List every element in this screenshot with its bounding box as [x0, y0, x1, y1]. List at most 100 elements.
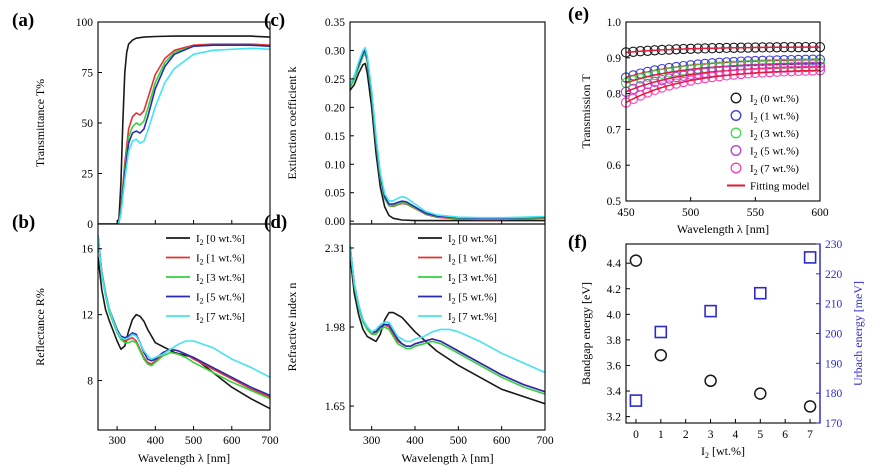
y-tick-label: 50	[82, 118, 94, 130]
y-tick-label: 1.98	[325, 322, 345, 334]
y-axis-label: Bandgap energy [eV]	[579, 282, 593, 385]
data-point	[642, 78, 653, 90]
x-tick-label: 7	[807, 429, 813, 441]
y-tick-label: 75	[82, 68, 94, 80]
data-point	[628, 75, 639, 86]
y-axis-label: Transmission T	[579, 74, 593, 149]
data-point	[635, 90, 646, 101]
panel-label: (e)	[568, 4, 589, 25]
y-tick-label: 0.10	[325, 159, 345, 171]
x-tick-label: 400	[147, 435, 165, 447]
series-line-c4	[98, 235, 270, 379]
x-axis-label: Wavelength λ [nm]	[677, 222, 769, 236]
right-axis-label: Urbach energy [meV]	[851, 281, 865, 386]
legend-entry: I2 (5 wt.%)	[750, 146, 799, 160]
y-tick-label: 1.65	[325, 401, 345, 413]
bandgap-point	[654, 348, 668, 362]
y-tick-label: 0.30	[325, 45, 345, 57]
x-tick-label: 500	[682, 207, 700, 219]
data-point	[649, 84, 660, 96]
data-point	[671, 71, 682, 83]
x-tick-label: 6	[782, 429, 788, 441]
data-point	[656, 82, 668, 93]
x-tick-label: 0	[633, 429, 639, 441]
x-tick-label: 400	[406, 435, 424, 447]
urbach-point	[654, 325, 668, 339]
right-tick-label: 210	[825, 299, 843, 311]
right-tick-label: 200	[825, 329, 843, 341]
x-tick-label: 600	[223, 435, 241, 447]
fit-line	[625, 66, 820, 93]
right-tick-label: 180	[825, 388, 843, 400]
y-tick-label: 3.8	[607, 335, 622, 347]
y-tick-label: 8	[87, 376, 93, 388]
x-tick-label: 700	[536, 435, 554, 447]
data-point	[635, 73, 646, 84]
y-tick-label: 12	[82, 310, 94, 322]
y-tick-label: 0.00	[325, 216, 345, 228]
y-tick-label: 16	[82, 244, 94, 256]
panel-label: (f)	[568, 232, 587, 253]
legend-entry: I2 [3 wt.%]	[196, 272, 245, 286]
x-tick-label: 1	[658, 429, 664, 441]
series-line-c4	[350, 245, 545, 374]
series-line-c4	[350, 46, 545, 219]
legend-entry: I2 (3 wt.%)	[750, 128, 799, 142]
legend-marker	[730, 145, 742, 156]
series-line-c2	[98, 44, 270, 224]
fit-line	[625, 62, 820, 84]
legend-marker	[730, 162, 742, 174]
y-tick-label: 4.0	[607, 309, 622, 321]
plot-frame-c	[349, 21, 546, 225]
x-axis-label: Wavelength λ [nm]	[138, 451, 230, 465]
series-line-c4	[98, 47, 270, 224]
panel-b: 300 400 500 600 700 8 12 16 (b) Reflectance R% Wav…	[12, 212, 279, 465]
plot-frame-b	[97, 223, 271, 431]
legend-entry: I2 [5 wt.%]	[196, 292, 245, 306]
legend-entry: Fitting model	[750, 181, 810, 193]
bandgap-point	[754, 387, 767, 400]
y-tick-label: 0	[87, 219, 93, 231]
panel-label: (d)	[264, 212, 287, 233]
legend-marker	[730, 92, 742, 104]
y-tick-label: 0.25	[325, 74, 345, 86]
y-tick-label: 1.0	[607, 17, 622, 29]
y-tick-label: 3.4	[607, 386, 622, 398]
data-point	[671, 78, 682, 89]
series-line-c0	[350, 255, 545, 405]
panel-label: (a)	[12, 10, 34, 31]
data-point	[656, 68, 668, 79]
y-axis-label: Extinction coefficient k	[285, 66, 299, 179]
y-tick-label: 0.05	[325, 188, 345, 200]
series-line-c2	[350, 245, 545, 395]
y-tick-label: 0.35	[325, 17, 345, 29]
x-tick-label: 550	[747, 207, 765, 219]
series-line-c1	[350, 52, 545, 221]
series-line-c0	[350, 62, 545, 222]
urbach-point	[753, 286, 767, 300]
x-axis-label: Wavelength λ [nm]	[401, 451, 493, 465]
data-point	[642, 71, 653, 82]
panel-label: (c)	[264, 10, 285, 31]
x-tick-label: 600	[811, 207, 829, 219]
legend-entry: I2 [3 wt.%]	[448, 272, 497, 286]
x-axis-label: I2 [wt.%]	[701, 444, 745, 460]
x-tick-label: 500	[185, 435, 203, 447]
data-point	[663, 73, 675, 84]
legend-entry: I2 [0 wt.%]	[196, 233, 245, 247]
y-tick-label: 0.9	[607, 53, 622, 65]
y-axis-label: Refractive index n	[285, 283, 299, 372]
series-line-c3	[98, 44, 270, 224]
right-tick-label: 220	[825, 269, 843, 281]
x-tick-label: 500	[450, 435, 468, 447]
x-tick-label: 2	[683, 429, 689, 441]
right-tick-label: 230	[825, 239, 843, 251]
data-point	[642, 87, 653, 98]
y-tick-label: 2.31	[325, 243, 345, 255]
data-point	[678, 76, 689, 88]
legend-entry: I2 [0 wt.%]	[448, 233, 497, 247]
y-tick-label: 0.20	[325, 102, 345, 114]
panel-a: 0 25 50 75 100 (a) Transmittance T%	[12, 10, 271, 231]
plot-frame-e	[625, 21, 821, 202]
